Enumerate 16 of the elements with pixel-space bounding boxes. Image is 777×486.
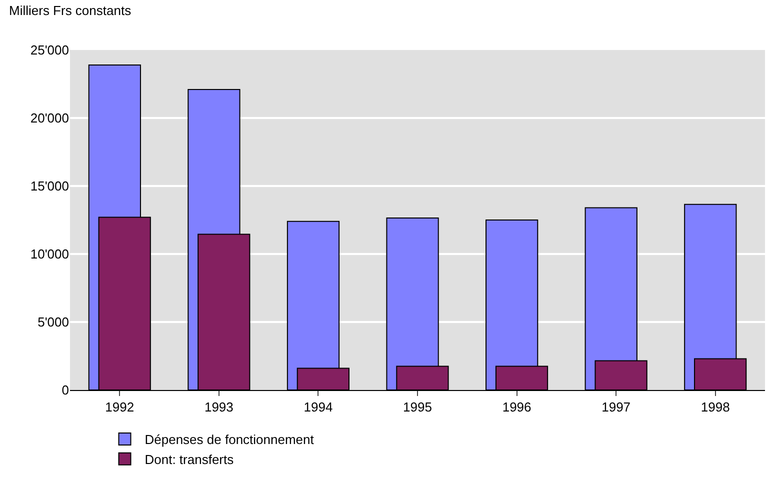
x-tick-label: 1992 bbox=[105, 400, 134, 415]
x-tick-label: 1996 bbox=[502, 400, 532, 415]
y-tick-label: 0 bbox=[62, 382, 69, 398]
x-tick-label: 1995 bbox=[403, 400, 432, 415]
y-tick-label: 15'000 bbox=[30, 178, 69, 194]
legend-label: Dépenses de fonctionnement bbox=[144, 432, 314, 448]
x-tick-label: 1994 bbox=[304, 400, 333, 415]
y-tick-label: 20'000 bbox=[30, 110, 69, 126]
y-tick-label: 10'000 bbox=[30, 246, 69, 262]
x-tick-label: 1997 bbox=[602, 400, 631, 415]
y-axis-title: Milliers Frs constants bbox=[9, 3, 132, 18]
legend-label: Dont: transferts bbox=[144, 452, 234, 467]
x-tick-label: 1993 bbox=[204, 400, 234, 415]
x-tick-label: 1998 bbox=[700, 400, 730, 415]
y-tick-label: 5'000 bbox=[38, 314, 69, 330]
y-tick-label: 25'000 bbox=[30, 42, 69, 58]
